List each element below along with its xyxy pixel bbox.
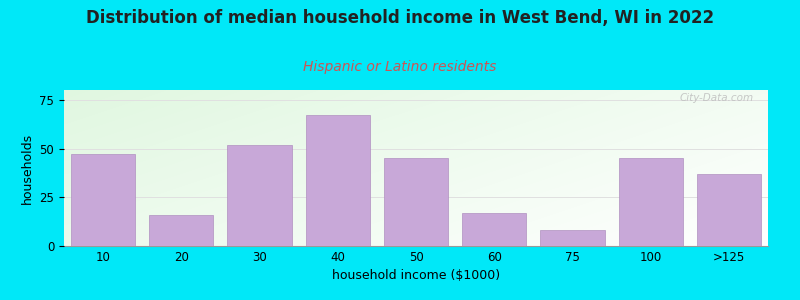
Bar [227,145,292,246]
X-axis label: household income ($1000): household income ($1000) [332,269,500,282]
Bar [384,158,448,246]
Bar [697,174,761,246]
Bar [462,213,526,246]
Text: City-Data.com: City-Data.com [680,93,754,103]
Bar [306,115,370,246]
Text: Hispanic or Latino residents: Hispanic or Latino residents [303,60,497,74]
Bar [150,215,214,246]
Bar [618,158,682,246]
Bar [71,154,135,246]
Y-axis label: households: households [21,132,34,204]
Bar [540,230,605,246]
Text: Distribution of median household income in West Bend, WI in 2022: Distribution of median household income … [86,9,714,27]
